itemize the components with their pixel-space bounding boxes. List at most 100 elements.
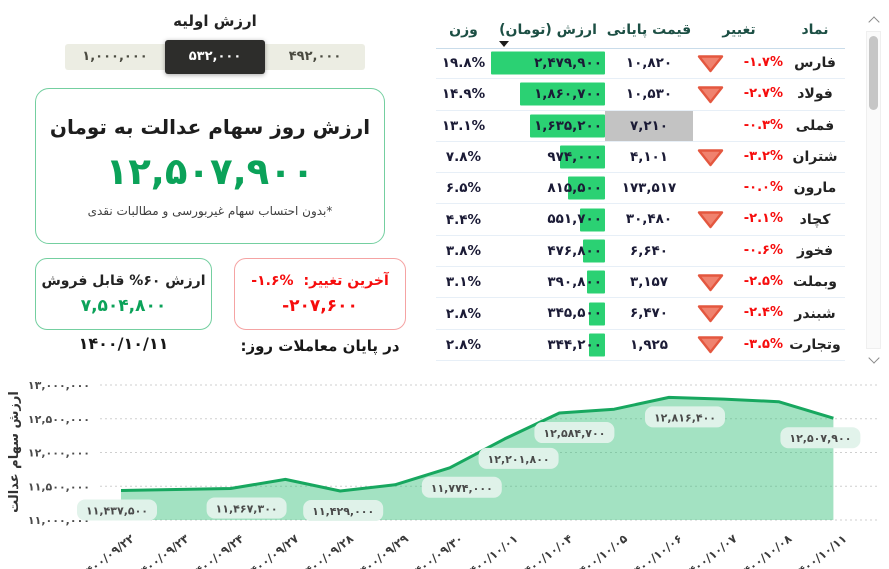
x-tick-label: ۱۴۰۰/۰۹/۲۹ — [351, 531, 410, 569]
change-cell: -۰.۳% — [693, 111, 785, 141]
scroll-down-icon[interactable] — [868, 352, 880, 364]
value-bar — [587, 270, 605, 294]
weight-cell: ۲.۸% — [445, 336, 482, 353]
change-percent: -۲.۷% — [743, 86, 783, 102]
triangle-down-icon — [697, 273, 724, 292]
close-price-cell: ۴,۱۰۱ — [629, 148, 669, 165]
value-bar — [589, 302, 605, 326]
today-value-footnote: *بدون احتساب سهام غیربورسی و مطالبات نقد… — [87, 203, 333, 218]
close-price-cell: ۶,۴۷۰ — [629, 305, 669, 322]
scroll-up-icon[interactable] — [868, 16, 880, 28]
column-header-1[interactable]: تغییر — [722, 22, 756, 38]
data-label-text: ۱۲,۲۰۱,۸۰۰ — [488, 453, 550, 466]
change-percent: -۲.۵% — [743, 274, 783, 290]
value-amount: ۲,۴۷۹,۹۰۰ — [534, 55, 602, 71]
change-percent: -۳.۲% — [743, 148, 783, 164]
column-header-4[interactable]: وزن — [449, 22, 478, 38]
close-price-cell: ۶,۶۴۰ — [629, 242, 669, 259]
triangle-down-icon — [697, 148, 724, 167]
table-row[interactable]: فولاد -۲.۷% ۱۰,۵۳۰ ۱,۸۶۰,۷۰۰ ۱۴.۹% — [436, 79, 845, 111]
table-row[interactable]: فملی -۰.۳% ۷,۲۱۰ ۱,۶۳۵,۲۰۰ ۱۳.۱% — [436, 110, 845, 142]
value-amount: ۸۱۵,۵۰۰ — [547, 180, 602, 197]
value-cell: ۸۱۵,۵۰۰ — [491, 173, 605, 203]
y-tick-label: ۱۲,۰۰۰,۰۰۰ — [28, 447, 90, 460]
value-cell: ۲,۴۷۹,۹۰۰ — [491, 48, 605, 78]
value-bar — [491, 51, 605, 75]
table-header: نماد تغییر قیمت پایانی ارزش (تومان) وزن — [436, 12, 845, 49]
holdings-table: نماد تغییر قیمت پایانی ارزش (تومان) وزن فارس… — [430, 0, 889, 372]
last-change-label: آخرین تغییر: — [303, 272, 389, 289]
table-row[interactable]: وتجارت -۳.۵% ۱,۹۲۵ ۳۴۴,۲۰۰ ۲.۸% — [436, 330, 845, 361]
initial-value-segmented-control: ۴۹۲,۰۰۰ ۵۳۲,۰۰۰ ۱,۰۰۰,۰۰۰ — [65, 40, 365, 74]
data-label-text: ۱۱,۴۳۷,۵۰۰ — [86, 504, 148, 517]
data-label-text: ۱۱,۷۷۴,۰۰۰ — [431, 482, 493, 495]
initial-value-option[interactable]: ۵۳۲,۰۰۰ — [165, 40, 265, 74]
table-row[interactable]: کچاد -۲.۱% ۳۰,۴۸۰ ۵۵۱,۷۰۰ ۴.۴% — [436, 204, 845, 236]
symbol-cell: فارس — [794, 55, 836, 72]
symbol-cell: کچاد — [799, 211, 831, 228]
value-bar — [519, 82, 605, 106]
table-scrollbar[interactable] — [866, 16, 881, 364]
value-amount: ۵۵۱,۷۰۰ — [547, 211, 602, 228]
change-percent: -۳.۵% — [743, 336, 783, 352]
table-row[interactable]: مارون -۰.۰% ۱۷۳,۵۱۷ ۸۱۵,۵۰۰ ۶.۵% — [436, 173, 845, 205]
data-label-chip — [77, 499, 157, 521]
weight-cell: ۳.۱% — [445, 274, 482, 291]
chart-canvas[interactable]: ۱۱,۰۰۰,۰۰۰ ۱۱,۵۰۰,۰۰۰ ۱۲,۰۰۰,۰۰۰ ۱۲,۵۰۰,۰۰۰… — [0, 372, 889, 569]
column-header-2[interactable]: قیمت پایانی — [606, 22, 692, 38]
value-bar — [589, 333, 605, 357]
weight-cell: ۴.۴% — [445, 211, 482, 228]
triangle-down-icon — [697, 210, 724, 229]
scrollbar-track[interactable] — [866, 31, 881, 349]
x-tick-label: ۱۴۰۰/۱۰/۰۶ — [625, 531, 684, 569]
value-amount: ۳۴۵,۵۰۰ — [547, 305, 602, 322]
weight-cell: ۲.۸% — [445, 305, 482, 322]
triangle-down-icon — [697, 54, 724, 73]
column-header-3[interactable]: ارزش (تومان) — [491, 12, 605, 48]
end-of-day-caption: در پایان معاملات روز: — [240, 337, 400, 355]
sellable-value-amount: ۷,۵۰۴,۸۰۰ — [80, 295, 167, 316]
data-label-text: ۱۱,۴۶۷,۳۰۰ — [216, 502, 278, 515]
close-price-cell: ۱,۹۲۵ — [629, 336, 669, 353]
initial-value-option[interactable]: ۴۹۲,۰۰۰ — [288, 49, 342, 64]
table-row[interactable]: وبملت -۲.۵% ۳,۱۵۷ ۳۹۰,۸۰۰ ۳.۱% — [436, 267, 845, 299]
change-cell: -۰.۶% — [693, 236, 785, 266]
symbol-cell: وتجارت — [789, 336, 841, 353]
value-amount: ۳۴۴,۲۰۰ — [547, 336, 602, 353]
change-cell: -۱.۷% — [693, 48, 785, 78]
table-row[interactable]: فخوز -۰.۶% ۶,۶۴۰ ۴۷۶,۸۰۰ ۳.۸% — [436, 236, 845, 268]
weight-cell: ۱۴.۹% — [441, 86, 486, 103]
sort-desc-icon — [499, 41, 509, 47]
change-percent: -۱.۷% — [743, 55, 783, 70]
value-bar — [579, 208, 605, 232]
value-cell: ۹۷۴,۰۰۰ — [491, 142, 605, 172]
weight-cell: ۶.۵% — [445, 180, 482, 197]
change-percent: -۰.۳% — [743, 117, 783, 133]
triangle-down-icon — [697, 335, 724, 354]
weight-cell: ۷.۸% — [445, 149, 482, 166]
table-row[interactable]: شتران -۳.۲% ۴,۱۰۱ ۹۷۴,۰۰۰ ۷.۸% — [436, 142, 845, 174]
value-bar — [567, 176, 605, 200]
symbol-cell: مارون — [793, 180, 837, 197]
column-header-0[interactable]: نماد — [801, 22, 829, 38]
value-cell: ۳۹۰,۸۰۰ — [491, 267, 605, 297]
close-price-cell: ۳,۱۵۷ — [629, 274, 669, 291]
value-bar — [560, 145, 605, 169]
change-percent: -۰.۰% — [743, 180, 783, 196]
data-label-text: ۱۲,۵۰۷,۹۰۰ — [789, 432, 851, 445]
initial-value-option[interactable]: ۱,۰۰۰,۰۰۰ — [82, 49, 148, 64]
change-cell: -۰.۰% — [693, 173, 785, 203]
change-cell: -۳.۵% — [693, 330, 785, 360]
area-series — [121, 397, 834, 520]
close-price-cell: ۱۰,۵۳۰ — [625, 86, 673, 103]
symbol-cell: وبملت — [793, 274, 837, 291]
x-tick-label: ۱۴۰۰/۱۰/۰۴ — [516, 531, 575, 569]
table-row[interactable]: فارس -۱.۷% ۱۰,۸۲۰ ۲,۴۷۹,۹۰۰ ۱۹.۸% — [436, 48, 845, 80]
close-price-cell: ۱۷۳,۵۱۷ — [621, 180, 677, 197]
data-label-chip — [780, 427, 861, 449]
change-percent: -۰.۶% — [743, 242, 783, 258]
scrollbar-thumb[interactable] — [869, 36, 878, 110]
value-amount: ۹۷۴,۰۰۰ — [547, 148, 602, 165]
table-row[interactable]: شبندر -۲.۴% ۶,۴۷۰ ۳۴۵,۵۰۰ ۲.۸% — [436, 298, 845, 330]
